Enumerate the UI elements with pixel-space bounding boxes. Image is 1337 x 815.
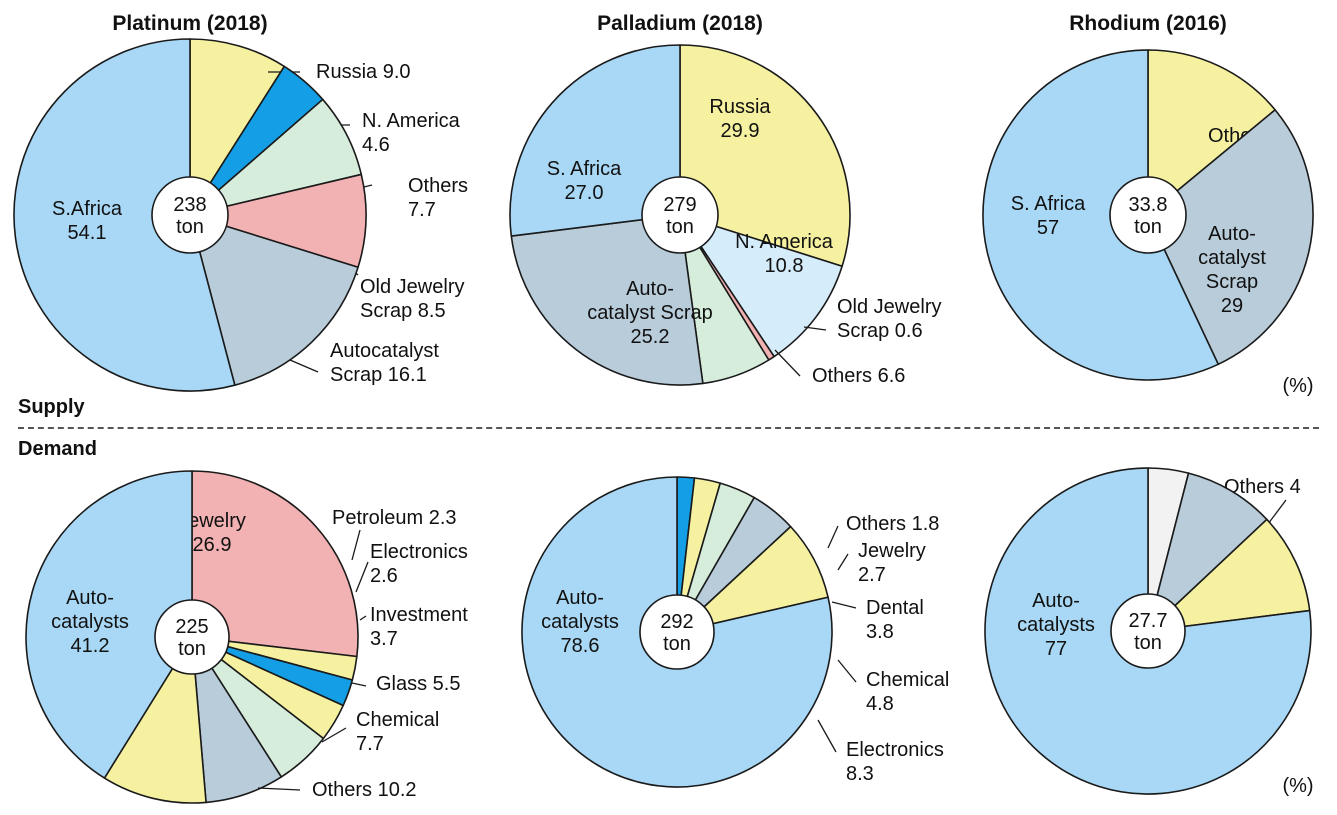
palladium-supply-pie: Palladium (2018) Russia 29.9 N. America 10.8… [509,12,941,387]
rhodium-supply-center-disc [1109,176,1187,254]
palladium-demand-label-chemical: Chemical 4.8 [866,669,949,715]
platinum-supply-label-n-america: N. America 4.6 [362,110,461,156]
platinum-demand-label-chemical: Chemical 7.7 [356,709,439,755]
palladium-supply-title: Palladium (2018) [597,12,763,35]
rhodium-demand-label-others: Others 4 [1224,476,1301,498]
palladium-supply-slice-autocatalyst-scrap [510,214,704,386]
rhodium-supply-slice-autocatalyst-scrap [1147,109,1314,366]
platinum-demand-leader-investment [359,615,367,621]
platinum-demand-center-total: 225 ton [175,616,208,660]
rhodium-demand-slice-chemical [1147,518,1311,632]
platinum-supply-slice-russia [189,38,286,216]
rhodium-demand-center-total: 27.7 ton [1129,610,1168,654]
rhodium-supply-title: Rhodium (2016) [1069,12,1227,35]
platinum-supply-pie: Platinum (2018) Russia 9.0 N. America 4.6 Ot… [13,12,468,392]
platinum-demand-label-glass: Glass 5.5 [376,673,460,695]
unit-label-demand: (%) [1282,775,1313,797]
platinum-demand-label-electronics: Electronics 2.6 [370,541,468,587]
rhodium-demand-leader-others [1267,499,1287,525]
platinum-demand-leader-electronics [355,561,369,593]
palladium-demand-leader-others [827,525,839,549]
rhodium-supply-label-autocatalyst-scrap: Auto-catalyst Scrap 29 [1198,223,1266,317]
platinum-supply-label-autocatalyst-scrap: Autocatalyst Scrap 16.1 [330,340,439,386]
rhodium-demand-slice-autocatalysts [984,467,1312,795]
platinum-supply-label-old-jewelry-scrap: Old Jewelry Scrap 8.5 [360,276,464,322]
platinum-demand-slice-jewelry [191,470,359,658]
palladium-demand-leader-jewelry [837,553,849,571]
palladium-supply-label-russia: Russia 29.9 [709,96,771,142]
platinum-demand-slice-others [103,636,207,804]
platinum-demand-pie: Jewelry 26.9 Petroleum 2.3 Electronics 2.6 In… [25,470,468,804]
palladium-supply-leader-others [774,349,801,377]
platinum-supply-center-disc [151,176,229,254]
palladium-supply-leader-old-jewelry-scrap [803,326,827,331]
palladium-demand-pie: Others 1.8 Jewelry 2.7 Dental 3.8 Chemical 4.8… [521,476,949,788]
rhodium-supply-pie: Rhodium (2016)Others14Auto-catalystScrap… [982,12,1314,381]
platinum-supply-center-total: 238 ton [173,194,206,238]
supply-heading: Supply [18,396,85,418]
palladium-demand-label-jewelry: Jewelry 2.7 [858,540,926,586]
palladium-demand-label-others: Others 1.8 [846,513,939,535]
platinum-supply-label-s-africa: S.Africa 54.1 [52,198,123,244]
platinum-supply-slice-autocatalyst-scrap [189,214,359,386]
platinum-demand-label-petroleum: Petroleum 2.3 [332,507,457,529]
rhodium-demand-label-autocatalysts: Auto-catalysts 77 [1017,590,1095,660]
platinum-demand-leader-others [257,787,301,791]
demand-heading: Demand [18,438,97,460]
platinum-supply-title: Platinum (2018) [112,12,267,35]
palladium-demand-label-electronics: Electronics 8.3 [846,739,944,785]
palladium-demand-center-total: 292 ton [660,611,693,655]
palladium-supply-slice-russia [679,44,851,268]
platinum-supply-slice-old-jewelry-scrap [189,173,367,269]
rhodium-supply-center-total: 33.8 ton [1129,194,1168,238]
palladium-supply-center-total: 279 ton [663,194,696,238]
palladium-supply-center-disc [641,176,719,254]
palladium-supply-label-autocatalyst-scrap: Auto-catalyst Scrap 25.2 [587,278,713,348]
rhodium-supply-label-s-africa: S. Africa 57 [1011,193,1086,239]
rhodium-supply-slice-others [1147,49,1276,216]
unit-label-supply: (%) [1282,375,1313,397]
rhodium-supply-slice-s-africa [982,49,1220,381]
platinum-demand-label-investment: Investment 3.7 [370,604,468,650]
palladium-demand-leader-dental [831,601,857,609]
palladium-supply-label-old-jewelry-scrap: Old Jewelry Scrap 0.6 [837,296,941,342]
palladium-demand-label-autocatalysts: Auto-catalysts 78.6 [541,587,619,657]
rhodium-demand-pie: Others 4Glass9Chemical10Auto-catalysts77… [984,467,1312,795]
platinum-demand-label-others: Others 10.2 [312,779,417,801]
platinum-demand-label-jewelry: Jewelry 26.9 [178,510,246,556]
supply-demand-divider [18,427,1319,429]
platinum-demand-leader-glass [351,682,367,687]
palladium-demand-center-disc [639,594,715,670]
platinum-supply-label-russia: Russia 9.0 [316,61,411,83]
rhodium-demand-center-disc [1110,593,1186,669]
rhodium-demand-slice-glass [1147,472,1268,632]
palladium-supply-label-others: Others 6.6 [812,365,905,387]
platinum-demand-center-disc [154,599,230,675]
palladium-demand-leader-chemical [837,659,857,683]
platinum-demand-slice-autocatalysts [25,470,193,779]
platinum-demand-leader-petroleum [351,529,361,561]
platinum-supply-slice-s-africa [13,38,236,392]
platinum-demand-label-autocatalysts: Auto-catalysts 41.2 [51,587,129,657]
palladium-demand-leader-electronics [817,719,837,753]
platinum-supply-leader-autocatalyst-scrap [289,359,319,373]
palladium-demand-label-dental: Dental 3.8 [866,597,924,643]
palladium-supply-label-s-africa: S. Africa 27.0 [547,158,622,204]
palladium-supply-label-n-america: N. America 10.8 [735,231,834,277]
platinum-demand-leader-chemical [321,727,347,743]
palladium-supply-slice-s-africa [509,44,681,237]
platinum-supply-label-others: Others 7.7 [408,175,468,221]
